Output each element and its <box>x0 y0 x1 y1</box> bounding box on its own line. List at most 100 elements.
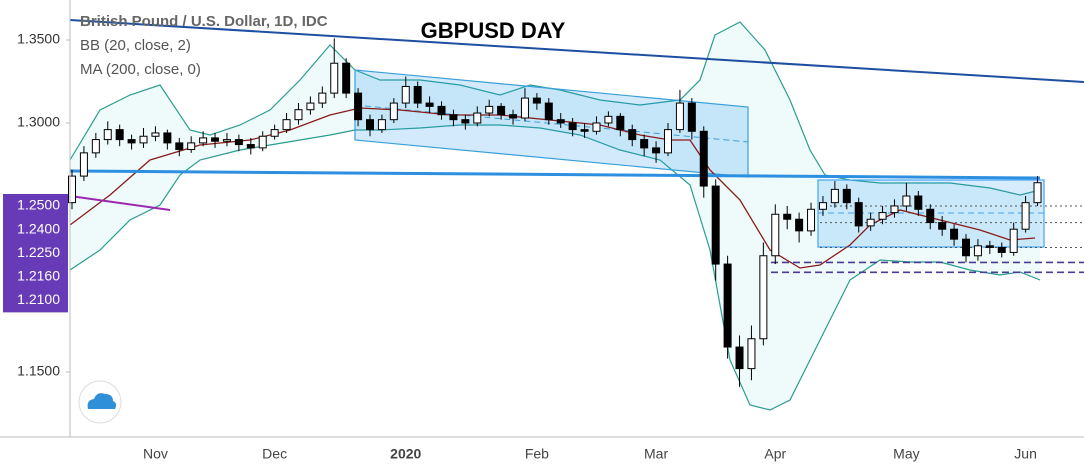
candle-body <box>425 102 434 107</box>
candle-body <box>187 142 196 151</box>
candle-body <box>878 212 887 220</box>
logo <box>78 380 122 424</box>
candle-body <box>759 255 768 340</box>
candle-body <box>1009 228 1018 253</box>
candle-body <box>294 109 303 121</box>
bollinger-upper <box>69 21 1041 196</box>
candle-body <box>556 119 565 124</box>
support-line <box>69 169 1041 180</box>
candle-body <box>997 246 1006 253</box>
candle-body <box>520 97 529 119</box>
candle-body <box>675 102 684 131</box>
x-tick-label: Dec <box>262 446 287 462</box>
candle-body <box>962 238 970 257</box>
candle-body <box>866 218 875 227</box>
candle-body <box>890 205 899 214</box>
legend-symbol: British Pound / U.S. Dollar, 1D, IDC <box>80 13 328 30</box>
candle-body <box>401 85 410 104</box>
axis: 1.3500 1.3000 1.1500 1.2500 1.2400 1.2250 1.21… <box>3 31 1037 462</box>
x-tick-label: Feb <box>525 446 549 462</box>
candle-body <box>199 137 208 144</box>
candle-body <box>950 228 959 240</box>
level-label-box <box>3 217 68 242</box>
candle-body <box>389 102 398 121</box>
candle-body <box>771 213 780 257</box>
candle-body <box>127 139 136 144</box>
x-tick-label: 2020 <box>390 446 421 462</box>
candle-body <box>103 129 112 141</box>
candle-body <box>449 114 458 121</box>
candle-body <box>151 132 160 137</box>
level-label: 1.2500 <box>17 197 60 213</box>
candle-body <box>616 115 625 131</box>
level-label-box <box>3 241 68 266</box>
candle-body <box>735 346 744 370</box>
candle-body <box>318 92 327 104</box>
y-tick-label: 1.3000 <box>17 114 60 130</box>
x-tick-label: Nov <box>143 446 168 462</box>
candle-body <box>687 102 696 132</box>
channel-midline <box>354 104 749 143</box>
candle-body <box>592 122 601 132</box>
candle-body <box>485 105 494 114</box>
candle-body <box>163 132 172 144</box>
y-tick-label: 1.3500 <box>17 31 60 47</box>
candle-body <box>1033 182 1042 204</box>
candle-body <box>497 105 506 116</box>
x-tick-label: Jun <box>1014 446 1037 462</box>
candle-body <box>699 130 708 187</box>
candle-body <box>509 114 518 119</box>
candle-body <box>854 202 863 227</box>
downtrend-line <box>69 19 1084 83</box>
candle-body <box>68 175 76 204</box>
candle-body <box>366 119 374 131</box>
candle-body <box>664 129 672 154</box>
candle-body <box>258 135 267 149</box>
candle-body <box>377 119 386 131</box>
candle-body <box>354 92 363 121</box>
candle-body <box>652 147 661 154</box>
candle-body <box>139 135 148 144</box>
level-label-box <box>3 193 68 218</box>
legend-indicator: BB (20, close, 2) <box>80 37 191 54</box>
x-tick-label: May <box>893 446 919 462</box>
candle-body <box>568 122 577 131</box>
candle-body <box>234 139 243 146</box>
candle-body <box>544 102 553 121</box>
purple-trend-line <box>69 195 171 211</box>
levels <box>760 205 1084 274</box>
candle-body <box>270 129 279 137</box>
candle-body <box>91 139 100 154</box>
candle-body <box>222 139 231 142</box>
candle-body <box>604 115 613 124</box>
candle-body <box>330 62 339 94</box>
candle-body <box>211 137 220 142</box>
candle-body <box>723 263 732 348</box>
candle-body <box>413 85 422 104</box>
candle-body <box>795 218 804 232</box>
candles <box>68 38 1042 387</box>
candle-body <box>473 112 482 124</box>
candle-body <box>437 105 446 116</box>
candle-body <box>783 213 792 220</box>
candle-body <box>532 97 541 104</box>
level-label: 1.2100 <box>17 291 60 307</box>
candle-body <box>628 129 637 141</box>
candle-body <box>580 129 589 132</box>
candle-body <box>985 245 994 248</box>
candle-body <box>79 152 88 177</box>
candle-body <box>926 208 935 224</box>
candle-body <box>818 202 827 210</box>
candle-body <box>282 119 291 131</box>
level-label: 1.2160 <box>17 267 60 283</box>
candle-body <box>115 129 124 141</box>
candle-body <box>747 338 756 370</box>
candle-body <box>711 185 720 265</box>
candle-body <box>342 62 351 94</box>
candle-body <box>902 195 911 207</box>
level-label-box <box>3 264 68 289</box>
candle-body <box>640 139 649 149</box>
level-label: 1.2400 <box>17 220 60 236</box>
